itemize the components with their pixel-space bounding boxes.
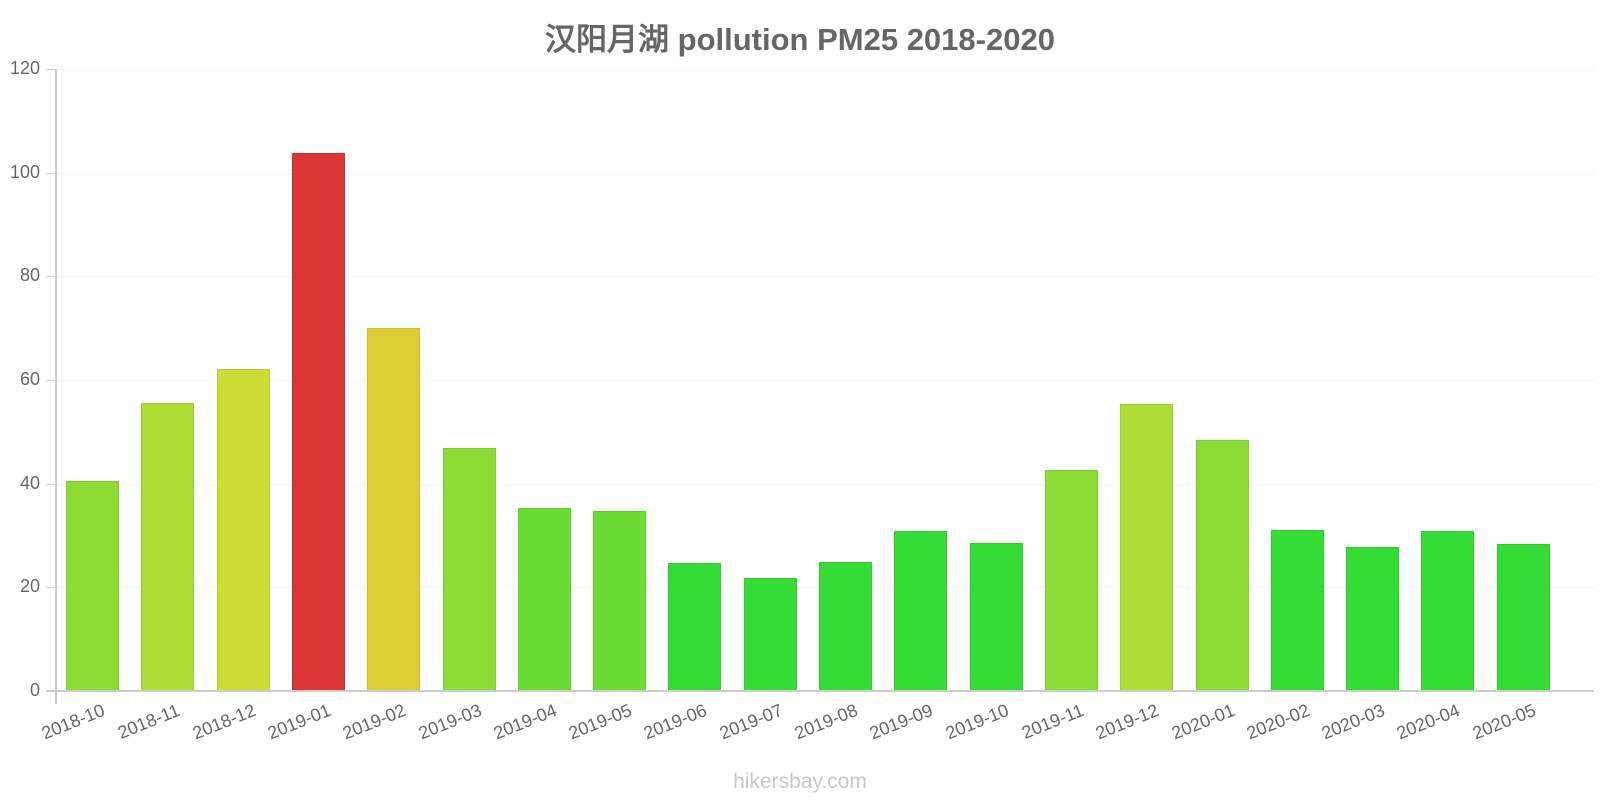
y-tick — [46, 172, 56, 174]
y-tick — [46, 587, 56, 589]
x-tick-label: 2019-03 — [415, 700, 484, 744]
bar-2019-03[interactable] — [442, 448, 496, 691]
bar-2019-07[interactable] — [743, 578, 797, 691]
x-tick-label: 2020-02 — [1243, 700, 1313, 744]
y-tick-label: 20 — [19, 576, 40, 597]
gridline — [56, 69, 1594, 70]
x-tick-label: 2020-05 — [1469, 700, 1539, 744]
y-tick-label: 40 — [19, 472, 40, 493]
watermark: hikersbay.com — [733, 770, 867, 793]
bar-2019-11[interactable] — [1044, 469, 1098, 691]
gridline — [56, 483, 1594, 485]
chart-title: 汉阳月湖 pollution PM25 2018-2020 — [545, 22, 1055, 57]
y-tick — [46, 276, 56, 278]
bar-2019-09[interactable] — [894, 530, 948, 691]
gridline — [56, 276, 1594, 278]
bar-2020-02[interactable] — [1270, 530, 1324, 691]
x-tick-label: 2019-09 — [867, 700, 936, 744]
x-tick-label: 2019-01 — [264, 700, 334, 744]
bar-2019-12[interactable] — [1120, 403, 1174, 691]
bar-2019-10[interactable] — [969, 543, 1023, 691]
y-tick-label: 120 — [9, 58, 40, 78]
y-tick — [46, 69, 56, 70]
bar-2019-05[interactable] — [593, 510, 647, 691]
x-tick-label: 2019-04 — [490, 700, 560, 744]
x-tick-label: 2019-12 — [1092, 700, 1162, 744]
x-tick-label: 2020-03 — [1318, 700, 1388, 744]
bar-2020-05[interactable] — [1496, 544, 1550, 691]
gridline — [56, 380, 1594, 381]
x-tick-label: 2019-02 — [339, 700, 409, 744]
x-tick-label: 2020-04 — [1394, 700, 1463, 744]
x-tick-label: 2019-07 — [716, 700, 786, 744]
bar-2019-01[interactable] — [291, 152, 345, 691]
x-tick-label: 2018-12 — [189, 700, 259, 744]
y-tick — [46, 483, 56, 485]
x-axis-line — [46, 690, 1594, 692]
bar-2020-01[interactable] — [1195, 440, 1249, 691]
x-tick-label: 2019-06 — [641, 700, 710, 744]
bar-2019-08[interactable] — [819, 562, 872, 691]
gridline — [56, 172, 1594, 174]
x-tick-label: 2019-05 — [565, 700, 635, 744]
bar-2018-10[interactable] — [66, 481, 119, 691]
bar-2019-02[interactable] — [367, 328, 421, 691]
y-tick-label: 0 — [29, 680, 40, 700]
x-tick-label: 2019-08 — [791, 700, 861, 744]
y-tick — [46, 380, 56, 381]
y-tick-label: 100 — [9, 161, 40, 182]
x-tick-label: 2020-01 — [1168, 700, 1237, 744]
bar-2020-04[interactable] — [1421, 531, 1475, 691]
x-tick-label: 2018-10 — [38, 700, 108, 744]
bar-2019-06[interactable] — [668, 563, 722, 691]
y-tick-label: 80 — [19, 265, 40, 286]
y-tick-label: 60 — [19, 369, 40, 389]
y-axis-line — [55, 69, 57, 704]
bar-2018-11[interactable] — [141, 402, 195, 691]
bar-2020-03[interactable] — [1346, 546, 1400, 691]
bar-2018-12[interactable] — [216, 368, 270, 691]
x-tick-label: 2019-11 — [1018, 700, 1087, 743]
x-tick-label: 2019-10 — [942, 700, 1012, 744]
x-tick-label: 2018-11 — [115, 700, 183, 743]
bar-2019-04[interactable] — [517, 508, 571, 691]
